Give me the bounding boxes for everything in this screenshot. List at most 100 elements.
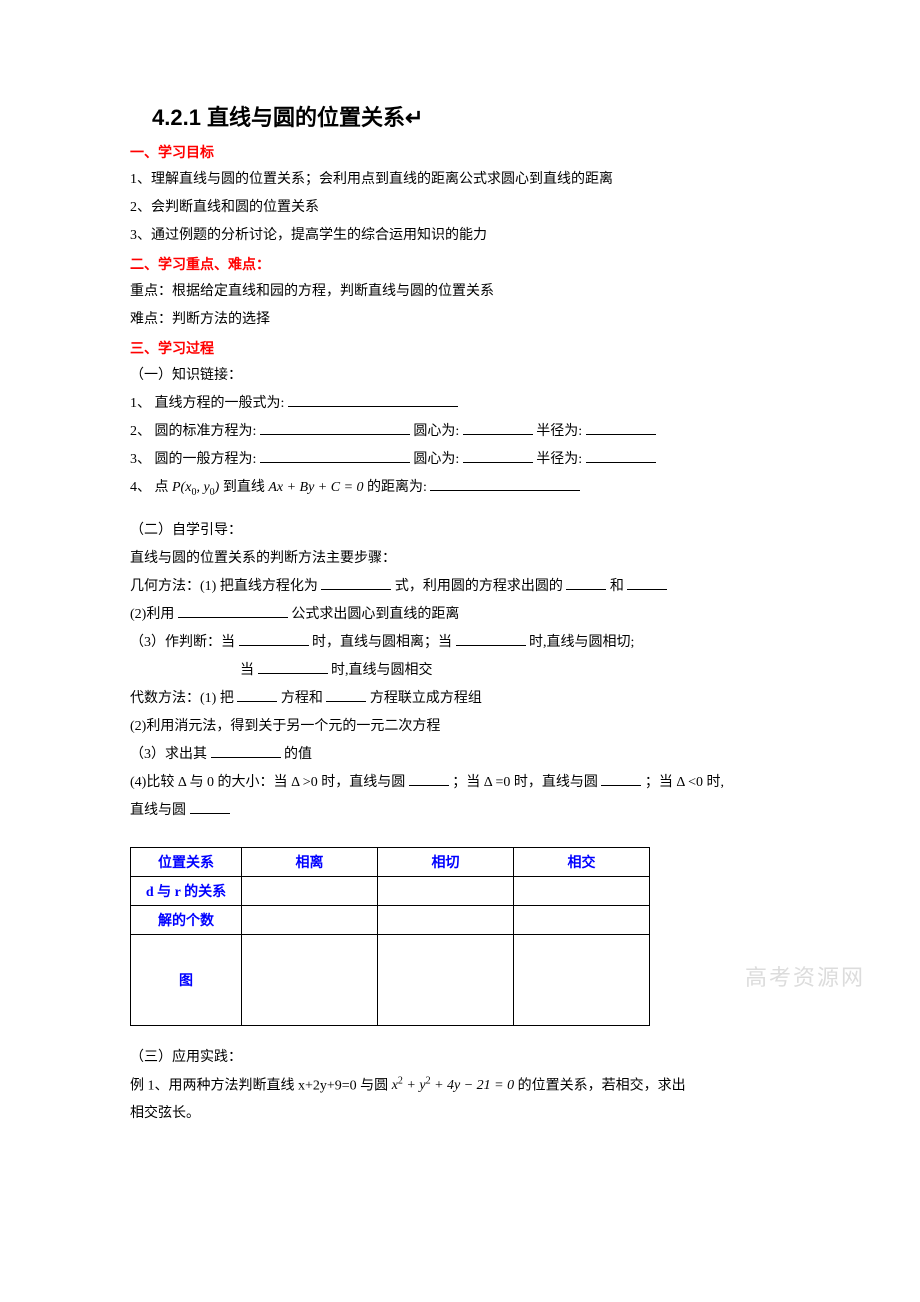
cell	[242, 934, 378, 1025]
s1-item-2: 2、会判断直线和圆的位置关系	[130, 194, 810, 222]
section-2-head: 二、学习重点、难点：	[130, 254, 810, 274]
delta: Δ	[178, 775, 186, 790]
g3c: 时,直线与圆相切;	[529, 635, 634, 650]
row-label: d 与 r 的关系	[131, 876, 242, 905]
q3c: 半径为:	[536, 452, 582, 467]
blank	[566, 575, 606, 590]
g3-line2: 当 时,直线与圆相交	[130, 657, 810, 685]
cell	[242, 876, 378, 905]
cell	[378, 934, 514, 1025]
cell	[378, 905, 514, 934]
table-row: d 与 r 的关系	[131, 876, 650, 905]
q3b: 圆心为:	[413, 452, 459, 467]
ex1a: 例 1、用两种方法判断直线 x+2y+9=0 与圆	[130, 1078, 388, 1093]
blank	[260, 420, 410, 435]
d4-line1: (4)比较 Δ 与 0 的大小：当 Δ >0 时，直线与圆 ；当 Δ =0 时，…	[130, 769, 810, 797]
delta: Δ	[291, 775, 299, 790]
blank	[178, 603, 288, 618]
ex1-line1: 例 1、用两种方法判断直线 x+2y+9=0 与圆 x2 + y2 + 4y −…	[130, 1072, 810, 1101]
d1b: 方程和	[281, 691, 323, 706]
g2b: 公式求出圆心到直线的距离	[291, 607, 459, 622]
cell	[514, 905, 650, 934]
th-0: 位置关系	[131, 847, 242, 876]
q2c: 半径为:	[536, 424, 582, 439]
g3a: （3）作判断：当	[130, 635, 235, 650]
g2a: (2)利用	[130, 607, 174, 622]
blank	[463, 448, 533, 463]
q3: 3、 圆的一般方程为: 圆心为: 半径为:	[130, 446, 810, 474]
q4c: 的距离为:	[367, 480, 427, 495]
section-1-head: 一、学习目标	[130, 142, 810, 162]
cell	[514, 876, 650, 905]
s1-item-3: 3、通过例题的分析讨论，提高学生的综合运用知识的能力	[130, 222, 810, 250]
blank	[601, 771, 641, 786]
s2-line-2: 难点：判断方法的选择	[130, 306, 810, 334]
d4a: (4)比较	[130, 775, 174, 790]
s2-line-1: 重点：根据给定直线和园的方程，判断直线与圆的位置关系	[130, 278, 810, 306]
th-3: 相交	[514, 847, 650, 876]
watermark: 高考资源网	[745, 960, 865, 992]
row-label: 解的个数	[131, 905, 242, 934]
page-title: 4.2.1 直线与圆的位置关系↵	[152, 100, 810, 132]
table-row: 图	[131, 934, 650, 1025]
d4-line2: 直线与圆	[130, 797, 810, 825]
d4f: ；当	[645, 775, 673, 790]
blank	[627, 575, 667, 590]
g1a: 几何方法：(1) 把直线方程化为	[130, 579, 318, 594]
q4a: 4、 点	[130, 480, 169, 495]
blank	[586, 448, 656, 463]
cell	[514, 934, 650, 1025]
blank	[237, 687, 277, 702]
blank	[211, 743, 281, 758]
blank	[456, 631, 526, 646]
d3: （3）求出其 的值	[130, 741, 810, 769]
relation-table: 位置关系 相离 相切 相交 d 与 r 的关系 解的个数 图	[130, 847, 650, 1026]
d1a: 代数方法：(1) 把	[130, 691, 234, 706]
delta: Δ	[484, 775, 492, 790]
g3b: 时，直线与圆相离；当	[312, 635, 452, 650]
sub3-head: （三）应用实践：	[130, 1044, 810, 1072]
d3b: 的值	[284, 747, 312, 762]
q4b: 到直线	[223, 480, 265, 495]
blank	[190, 799, 230, 814]
q2a: 2、 圆的标准方程为:	[130, 424, 256, 439]
blank	[258, 659, 328, 674]
d1: 代数方法：(1) 把 方程和 方程联立成方程组	[130, 685, 810, 713]
blank	[463, 420, 533, 435]
sub1-head: （一）知识链接：	[130, 362, 810, 390]
q2: 2、 圆的标准方程为: 圆心为: 半径为:	[130, 418, 810, 446]
g3e: 时,直线与圆相交	[331, 663, 433, 678]
q3a: 3、 圆的一般方程为:	[130, 452, 256, 467]
q2b: 圆心为:	[413, 424, 459, 439]
cell	[242, 905, 378, 934]
g1c: 和	[610, 579, 624, 594]
blank	[288, 392, 458, 407]
ex1-eq: x2 + y2 + 4y − 21 = 0	[392, 1078, 518, 1093]
d4d: ；当	[452, 775, 480, 790]
blank	[239, 631, 309, 646]
ex1-line2: 相交弦长。	[130, 1100, 810, 1128]
d4h: 直线与圆	[130, 803, 186, 818]
sub2-head: （二）自学引导：	[130, 517, 810, 545]
q4: 4、 点 P(x0, y0) 到直线 Ax + By + C = 0 的距离为:	[130, 474, 810, 503]
delta: Δ	[676, 775, 684, 790]
g3-line1: （3）作判断：当 时，直线与圆相离；当 时,直线与圆相切;	[130, 629, 810, 657]
row-label: 图	[131, 934, 242, 1025]
d4b: 与 0 的大小：当	[190, 775, 288, 790]
g2: (2)利用 公式求出圆心到直线的距离	[130, 601, 810, 629]
g3d: 当	[240, 663, 254, 678]
th-1: 相离	[242, 847, 378, 876]
ex1b: 的位置关系，若相交，求出	[518, 1078, 686, 1093]
blank	[586, 420, 656, 435]
d4e: =0 时，直线与圆	[495, 775, 597, 790]
blank	[326, 687, 366, 702]
q4-point: P(x0, y0)	[172, 480, 223, 495]
s1-item-1: 1、理解直线与圆的位置关系；会利用点到直线的距离公式求圆心到直线的距离	[130, 166, 810, 194]
g1b: 式，利用圆的方程求出圆的	[395, 579, 563, 594]
q4-eq: Ax + By + C = 0	[268, 480, 367, 495]
d4c: >0 时，直线与圆	[303, 775, 405, 790]
blank	[321, 575, 391, 590]
section-3-head: 三、学习过程	[130, 338, 810, 358]
table-row: 解的个数	[131, 905, 650, 934]
g1: 几何方法：(1) 把直线方程化为 式，利用圆的方程求出圆的 和	[130, 573, 810, 601]
